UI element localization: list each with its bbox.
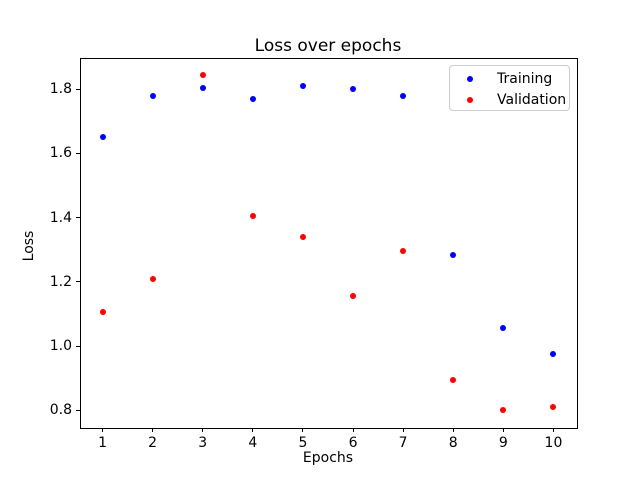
y-tick-mark [76,217,80,219]
x-tick-label: 4 [248,435,258,451]
plot-area [80,58,578,429]
scatter-point-training [450,251,457,258]
x-tick-label: 8 [448,435,458,451]
x-tick-label: 3 [198,435,208,451]
y-tick-label: 1.0 [49,338,72,355]
x-axis-label: Epochs [302,450,354,466]
y-tick-label: 1.8 [49,81,72,98]
scatter-point-training [149,92,156,99]
scatter-point-training [99,134,106,141]
scatter-point-training [249,95,256,102]
legend-label-validation: Validation [497,91,567,108]
chart-title: Loss over epochs [254,36,402,56]
x-tick-label: 10 [544,435,563,451]
scatter-point-training [500,325,507,332]
training-dot-icon [467,75,473,82]
y-tick-label: 1.6 [49,145,72,162]
y-tick-mark [76,281,80,283]
scatter-point-validation [500,407,507,414]
x-tick-mark [102,428,104,432]
y-tick-mark [76,409,80,411]
y-axis-label: Loss [21,230,37,262]
x-tick-mark [552,428,554,432]
scatter-point-training [299,82,306,89]
scatter-point-validation [299,233,306,240]
y-tick-label: 1.2 [49,273,72,290]
validation-dot-icon [467,96,473,103]
y-tick-mark [76,152,80,154]
legend-entry-validation: Validation [450,89,569,110]
x-tick-label: 5 [298,435,308,451]
scatter-point-validation [199,71,206,78]
legend-entry-training: Training [450,68,569,89]
scatter-point-training [400,92,407,99]
scatter-point-training [350,86,357,93]
y-tick-label: 0.8 [49,402,72,419]
scatter-point-validation [249,213,256,219]
x-tick-mark [452,428,454,432]
x-tick-label: 2 [148,435,158,451]
x-tick-mark [352,428,354,432]
y-tick-mark [76,88,80,90]
scatter-point-validation [350,293,357,300]
x-tick-mark [502,428,504,432]
x-tick-mark [302,428,304,432]
scatter-point-validation [450,376,457,383]
x-tick-label: 6 [348,435,358,451]
x-tick-label: 7 [398,435,408,451]
y-tick-mark [76,345,80,347]
x-tick-label: 9 [498,435,508,451]
scatter-point-training [550,351,557,358]
legend: Training Validation [449,65,570,111]
scatter-point-validation [149,275,156,282]
x-tick-label: 1 [98,435,107,451]
y-tick-label: 1.4 [49,209,72,226]
legend-label-training: Training [497,70,553,87]
scatter-point-validation [550,404,557,411]
scatter-point-training [199,84,206,91]
x-tick-mark [252,428,254,432]
scatter-point-validation [99,309,106,316]
x-tick-mark [152,428,154,432]
scatter-point-validation [400,248,407,255]
x-tick-mark [202,428,204,432]
x-tick-mark [402,428,404,432]
